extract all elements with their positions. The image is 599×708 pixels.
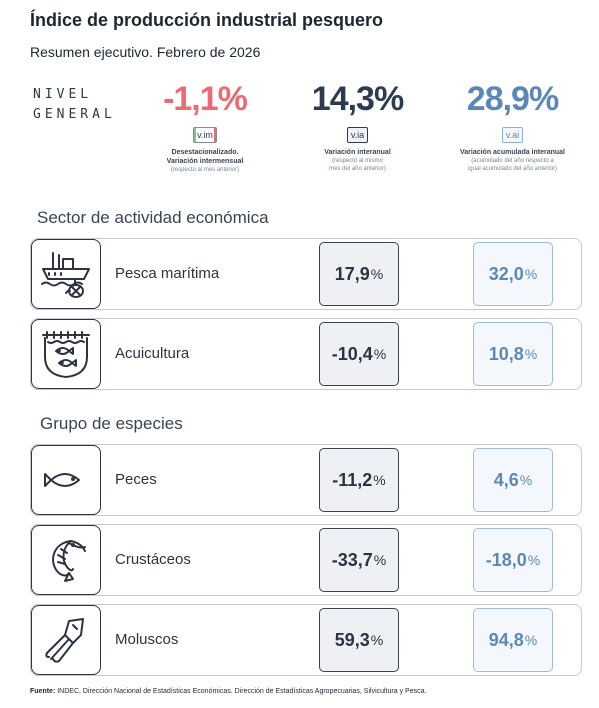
row-crustaceos: Crustáceos -33,7% -18,0%: [30, 524, 582, 596]
kpi-intermensual: -1,1% v.im Desestacionalizado. Variación…: [145, 80, 265, 174]
kpi-tag: v.ia: [346, 127, 369, 143]
value-acumulada: 4,6%: [473, 448, 553, 512]
row-label: Pesca marítima: [115, 265, 220, 282]
value-acumulada: 10,8%: [473, 322, 553, 386]
kpi-sublabel: (acumulado del año respecto a igual acum…: [467, 158, 558, 172]
kpi-label: Desestacionalizado. Variación intermensu…: [166, 149, 244, 165]
value-interanual: 17,9%: [319, 242, 399, 306]
page-subtitle: Resumen ejecutivo. Febrero de 2026: [30, 44, 261, 60]
kpi-acumulada: 28,9% v.ai Variación acumulada interanua…: [445, 80, 580, 173]
value-interanual: -11,2%: [319, 448, 399, 512]
row-label: Moluscos: [115, 631, 179, 648]
kpi-sublabel: (respecto al mismo mes del año anterior): [329, 158, 386, 172]
fish-icon: [31, 445, 101, 515]
kpi-label: Variación interanual: [324, 149, 391, 156]
row-label: Acuicultura: [115, 345, 190, 362]
section-title-sector: Sector de actividad económica: [37, 208, 269, 227]
kpi-tag: v.im: [193, 127, 217, 143]
squid-icon: [31, 605, 101, 675]
section-title-grupo: Grupo de especies: [40, 414, 183, 433]
kpi-value: -1,1%: [163, 80, 248, 118]
source-footer: Fuente: INDEC, Dirección Nacional de Est…: [30, 688, 427, 695]
page-title: Índice de producción industrial pesquero: [30, 10, 384, 30]
value-acumulada: -18,0%: [473, 528, 553, 592]
row-acuicultura: Acuicultura -10,4% 10,8%: [30, 318, 582, 390]
value-interanual: -33,7%: [319, 528, 399, 592]
value-acumulada: 32,0%: [473, 242, 553, 306]
kpi-interanual: 14,3% v.ia Variación interanual (respect…: [295, 80, 420, 173]
shrimp-icon: [31, 525, 101, 595]
row-label: Peces: [115, 471, 157, 488]
kpi-label: Variación acumulada interanual: [459, 149, 566, 156]
aquaculture-net-icon: [31, 319, 101, 389]
value-interanual: 59,3%: [319, 608, 399, 672]
kpi-value: 28,9%: [466, 80, 559, 118]
value-interanual: -10,4%: [319, 322, 399, 386]
value-acumulada: 94,8%: [473, 608, 553, 672]
row-pesca-maritima: Pesca marítima 17,9% 32,0%: [30, 238, 582, 310]
row-peces: Peces -11,2% 4,6%: [30, 444, 582, 516]
nivel-general-label: NIVEL GENERAL: [33, 87, 116, 122]
fishing-boat-icon: [31, 239, 101, 309]
row-label: Crustáceos: [115, 551, 191, 568]
kpi-sublabel: (respecto al mes anterior): [170, 167, 240, 173]
kpi-value: 14,3%: [311, 80, 404, 118]
row-moluscos: Moluscos 59,3% 94,8%: [30, 604, 582, 676]
kpi-tag: v.ai: [501, 127, 524, 143]
